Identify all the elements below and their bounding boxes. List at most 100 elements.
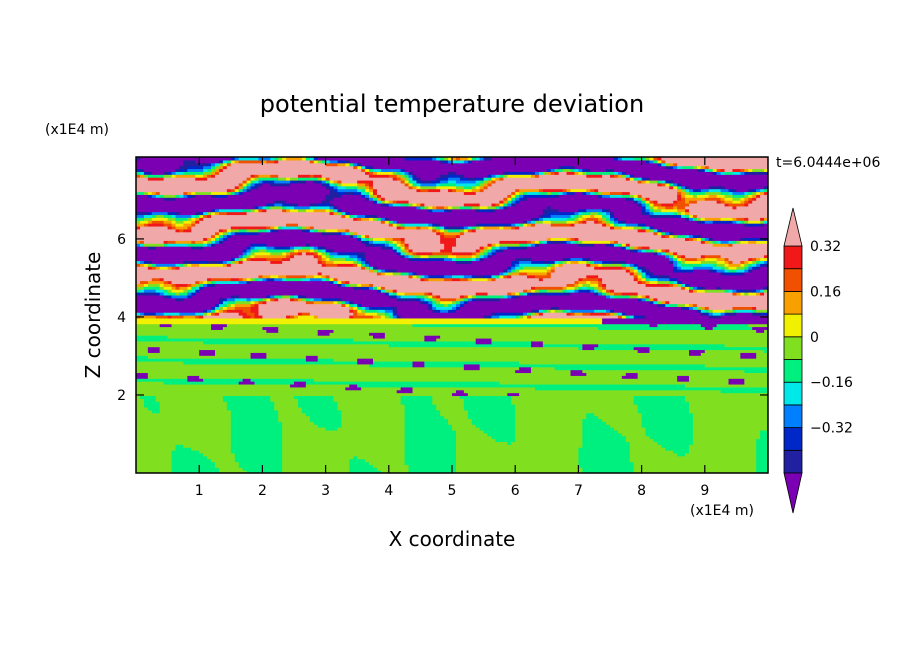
- field-cell: [317, 248, 323, 253]
- field-cell: [748, 191, 753, 195]
- field-cell: [412, 363, 425, 368]
- field-cell: [136, 358, 307, 362]
- field-cell: [207, 260, 220, 264]
- field-cell: [175, 168, 181, 172]
- field-cell: [147, 211, 153, 216]
- field-cell: [242, 309, 252, 313]
- field-cell: [487, 246, 493, 250]
- field-cell: [420, 179, 433, 184]
- field-cell: [483, 254, 489, 259]
- field-cell: [712, 168, 718, 172]
- field-cell: [329, 254, 335, 259]
- field-cell: [527, 312, 532, 316]
- field-cell: [598, 326, 706, 330]
- field-cell: [756, 470, 768, 473]
- field-cell: [748, 197, 753, 201]
- field-cell: [147, 260, 153, 264]
- field-cell: [136, 182, 240, 187]
- field-cell: [550, 271, 631, 276]
- field-cell: [234, 157, 240, 161]
- field-cell: [582, 418, 603, 422]
- field-cell: [376, 200, 382, 204]
- field-cell: [136, 231, 216, 236]
- field-cell: [321, 159, 327, 164]
- field-cell: [444, 234, 457, 239]
- field-cell: [211, 194, 216, 198]
- field-cell: [309, 202, 319, 207]
- field-cell: [333, 329, 757, 333]
- field-cell: [309, 415, 342, 420]
- field-cell: [384, 220, 390, 224]
- field-cell: [692, 303, 698, 307]
- field-cell: [610, 260, 627, 264]
- field-cell: [455, 464, 579, 468]
- field-cell: [262, 297, 267, 302]
- field-cell: [432, 306, 437, 310]
- field-cell: [365, 306, 370, 310]
- field-cell: [211, 234, 216, 239]
- field-cell: [215, 162, 220, 167]
- field-cell: [724, 343, 768, 348]
- field-cell: [586, 188, 591, 193]
- field-cell: [736, 292, 741, 296]
- field-cell: [420, 202, 425, 207]
- field-cell: [637, 177, 643, 181]
- field-cell: [313, 248, 319, 253]
- field-cell: [455, 257, 473, 262]
- field-cell: [163, 240, 169, 244]
- field-cell: [290, 179, 299, 184]
- field-cell: [479, 257, 485, 262]
- field-cell: [625, 266, 631, 270]
- field-cell: [218, 470, 248, 473]
- field-cell: [155, 395, 224, 399]
- field-cell: [681, 257, 686, 262]
- field-cell: [756, 461, 768, 465]
- field-cell: [681, 263, 702, 267]
- field-cell: [412, 248, 441, 253]
- field-cell: [432, 395, 461, 399]
- field-cell: [147, 355, 252, 359]
- field-cell: [558, 263, 564, 267]
- field-cell: [629, 450, 674, 454]
- field-cell: [661, 444, 690, 448]
- field-cell: [649, 200, 655, 204]
- field-cell: [602, 283, 607, 287]
- field-cell: [317, 271, 323, 276]
- field-cell: [455, 171, 504, 175]
- field-cell: [136, 260, 141, 264]
- field-cell: [151, 220, 165, 224]
- field-cell: [211, 191, 228, 195]
- field-cell: [258, 182, 263, 187]
- field-cell: [408, 243, 445, 247]
- field-cell: [143, 283, 149, 287]
- field-cell: [487, 174, 493, 178]
- field-cell: [400, 395, 433, 399]
- field-cell: [396, 251, 402, 256]
- field-cell: [645, 315, 710, 319]
- field-cell: [728, 240, 734, 244]
- field-cell: [574, 283, 579, 287]
- field-cell: [191, 246, 204, 250]
- field-cell: [183, 220, 192, 224]
- field-cell: [760, 220, 765, 224]
- field-cell: [594, 266, 623, 270]
- field-cell: [250, 297, 260, 302]
- field-cell: [503, 248, 631, 253]
- field-cell: [400, 240, 406, 244]
- field-cell: [136, 352, 200, 356]
- field-cell: [203, 237, 208, 241]
- field-cell: [531, 366, 556, 371]
- field-cell: [278, 326, 599, 330]
- field-cell: [554, 269, 627, 273]
- field-cell: [590, 260, 595, 264]
- field-cell: [756, 438, 768, 442]
- field-cell: [333, 202, 382, 207]
- field-cell: [278, 225, 283, 230]
- field-cell: [396, 220, 524, 224]
- field-cell: [345, 303, 350, 307]
- field-cell: [645, 177, 651, 181]
- field-cell: [736, 289, 745, 293]
- field-cell: [744, 217, 749, 221]
- field-cell: [226, 237, 358, 241]
- field-cell: [515, 369, 532, 374]
